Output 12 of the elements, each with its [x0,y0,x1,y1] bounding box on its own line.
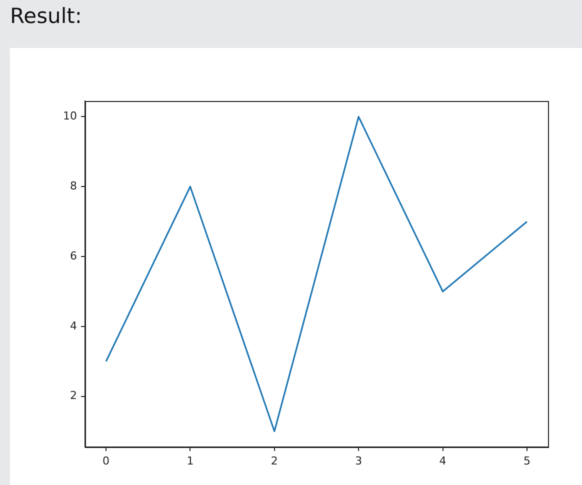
y-tick-label: 2 [70,389,77,402]
x-tick-label: 3 [355,454,362,468]
x-tick-label: 1 [186,454,194,468]
y-tick-label: 6 [70,249,77,262]
x-tick-label: 5 [523,454,530,468]
y-tick-label: 8 [70,179,77,192]
x-tick-label: 0 [102,454,110,468]
y-tick-label: 10 [63,110,77,123]
x-tick-label: 4 [439,454,446,468]
y-tick-label: 4 [70,319,77,332]
text: Result: [10,4,82,28]
x-tick-label: 2 [270,454,278,468]
